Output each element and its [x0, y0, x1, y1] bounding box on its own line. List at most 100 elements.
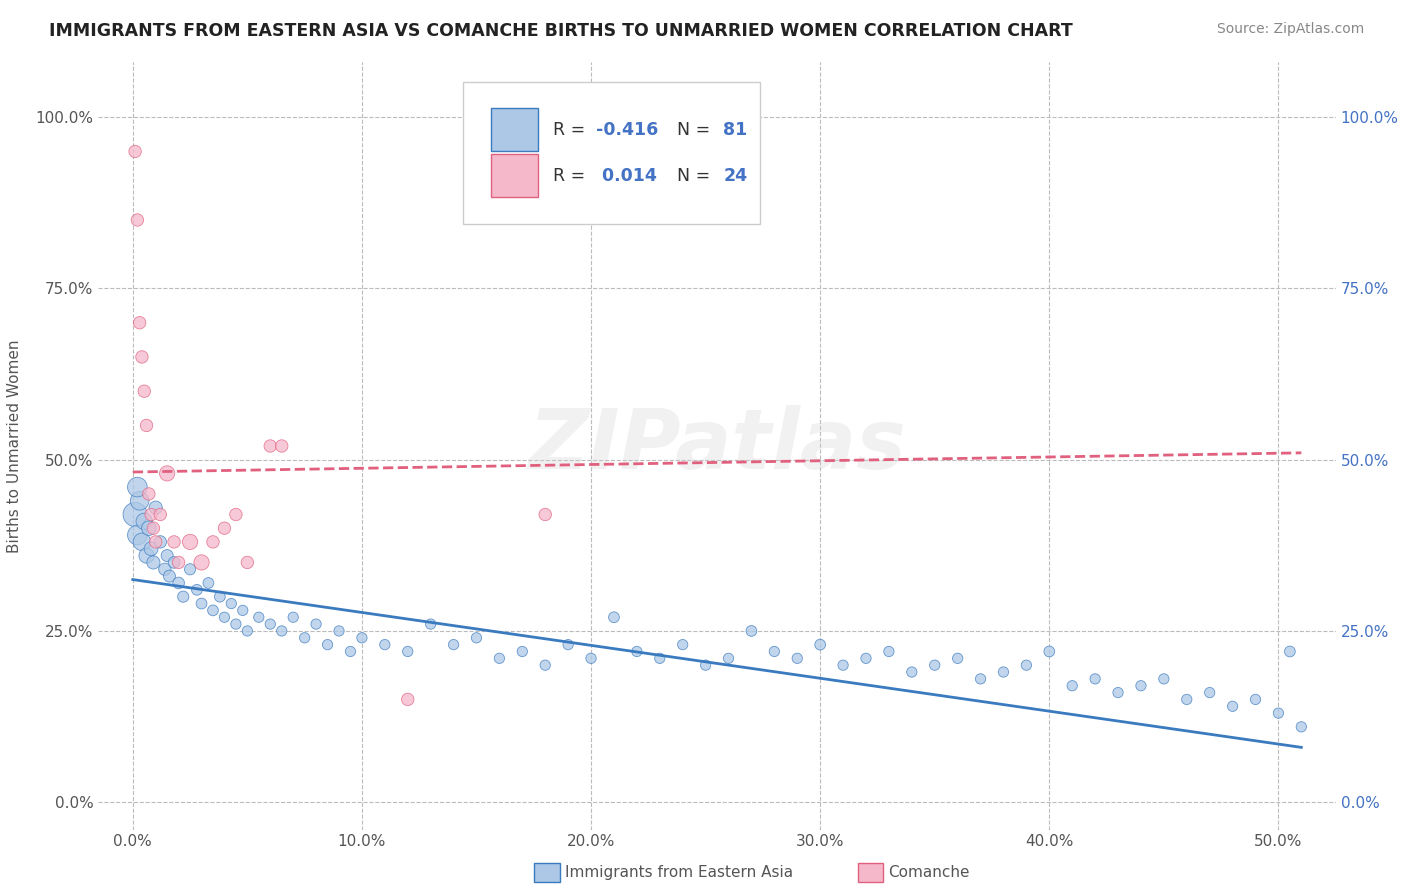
Text: N =: N =: [666, 120, 716, 138]
Point: [1129, 679, 1152, 693]
Point: [163, 556, 186, 570]
Point: [124, 508, 146, 522]
Point: [1038, 644, 1060, 658]
Point: [131, 350, 153, 364]
Point: [139, 541, 162, 556]
Point: [167, 576, 190, 591]
Point: [270, 439, 292, 453]
Point: [350, 631, 373, 645]
Point: [740, 624, 762, 638]
Point: [419, 617, 441, 632]
Text: Comanche: Comanche: [889, 865, 970, 880]
Point: [259, 617, 281, 632]
Point: [443, 638, 465, 652]
Point: [1062, 679, 1084, 693]
Text: R =: R =: [553, 167, 591, 185]
Point: [221, 597, 243, 611]
Point: [236, 624, 259, 638]
Point: [142, 521, 165, 535]
Point: [763, 644, 786, 658]
Point: [156, 549, 179, 563]
Point: [1175, 692, 1198, 706]
Text: -0.416: -0.416: [596, 120, 658, 138]
Point: [149, 508, 172, 522]
Text: N =: N =: [666, 167, 716, 185]
Point: [156, 467, 179, 481]
Text: Immigrants from Eastern Asia: Immigrants from Eastern Asia: [565, 865, 793, 880]
Point: [186, 582, 208, 597]
Point: [396, 692, 419, 706]
Point: [557, 638, 579, 652]
Point: [786, 651, 808, 665]
Point: [128, 316, 150, 330]
Point: [197, 576, 219, 591]
Point: [127, 528, 149, 542]
Point: [1291, 720, 1313, 734]
Point: [247, 610, 270, 624]
Point: [1267, 706, 1289, 720]
Point: [179, 534, 201, 549]
Point: [134, 514, 156, 528]
Point: [294, 631, 316, 645]
Point: [488, 651, 510, 665]
Point: [901, 665, 924, 679]
Point: [138, 487, 160, 501]
Point: [717, 651, 740, 665]
Point: [190, 556, 212, 570]
Point: [270, 624, 292, 638]
Point: [259, 439, 281, 453]
Bar: [491, 109, 537, 151]
Point: [1015, 658, 1038, 673]
Point: [328, 624, 350, 638]
Point: [305, 617, 328, 632]
Point: [855, 651, 877, 665]
Point: [1278, 644, 1301, 658]
Point: [1198, 685, 1220, 699]
Point: [534, 508, 557, 522]
Point: [510, 644, 533, 658]
Point: [579, 651, 602, 665]
Point: [201, 534, 224, 549]
Point: [396, 644, 419, 658]
Point: [131, 534, 153, 549]
Point: [201, 603, 224, 617]
Point: [124, 145, 146, 159]
Point: [208, 590, 231, 604]
Point: [603, 610, 626, 624]
Point: [993, 665, 1015, 679]
Point: [648, 651, 671, 665]
Point: [924, 658, 946, 673]
Point: [214, 610, 236, 624]
Text: 0.014: 0.014: [596, 167, 657, 185]
Point: [1107, 685, 1129, 699]
FancyBboxPatch shape: [464, 81, 761, 224]
Point: [134, 384, 156, 399]
Point: [283, 610, 305, 624]
Text: ZIPatlas: ZIPatlas: [529, 406, 905, 486]
Point: [167, 556, 190, 570]
Point: [1244, 692, 1267, 706]
Point: [127, 213, 149, 227]
Point: [465, 631, 488, 645]
Point: [142, 556, 165, 570]
Point: [135, 418, 157, 433]
Point: [626, 644, 648, 658]
Point: [1084, 672, 1107, 686]
Point: [316, 638, 339, 652]
Point: [139, 508, 162, 522]
Point: [179, 562, 201, 576]
Point: [339, 644, 361, 658]
Text: 24: 24: [723, 167, 748, 185]
Point: [1153, 672, 1175, 686]
Point: [225, 508, 247, 522]
Bar: [491, 154, 537, 196]
Point: [236, 556, 259, 570]
Point: [672, 638, 695, 652]
Text: IMMIGRANTS FROM EASTERN ASIA VS COMANCHE BIRTHS TO UNMARRIED WOMEN CORRELATION C: IMMIGRANTS FROM EASTERN ASIA VS COMANCHE…: [49, 22, 1073, 40]
Point: [145, 500, 167, 515]
Point: [149, 534, 172, 549]
Point: [808, 638, 831, 652]
Point: [1222, 699, 1244, 714]
Point: [214, 521, 236, 535]
Y-axis label: Births to Unmarried Women: Births to Unmarried Women: [7, 339, 21, 553]
